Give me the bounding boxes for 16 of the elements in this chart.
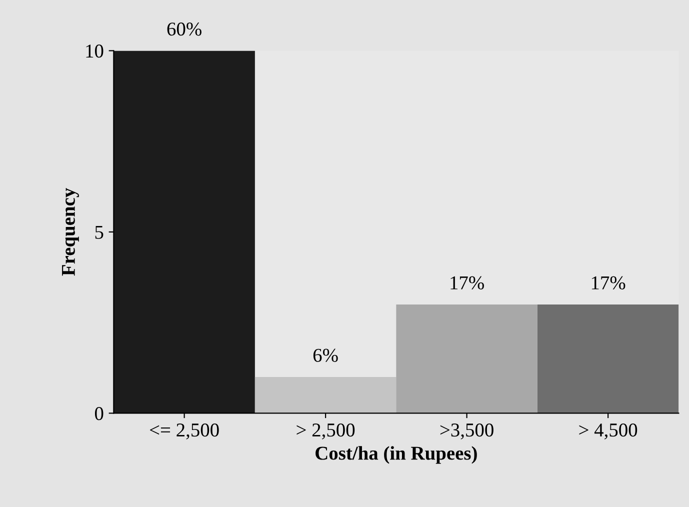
bar [254, 376, 396, 414]
x-tick-label: > 2,500 [296, 423, 355, 440]
y-tick-label: 5 [95, 226, 104, 239]
annotation: 17% [592, 276, 626, 290]
x-axis-title: Cost/ha (in Rupees) [316, 446, 477, 464]
annotation: 17% [450, 276, 484, 290]
bar [396, 304, 538, 414]
y-tick-label: 0 [94, 407, 104, 420]
x-tick-label: <= 2,500 [150, 423, 219, 440]
annotation: 6% [313, 348, 338, 362]
bar [537, 304, 679, 414]
x-tick-label: > 4,500 [579, 423, 638, 440]
y-tick-label: 10 [86, 44, 104, 58]
y-axis-title: Frequency [62, 188, 79, 276]
x-tick-label: >3,500 [440, 423, 494, 440]
annotation: 60% [167, 22, 202, 36]
